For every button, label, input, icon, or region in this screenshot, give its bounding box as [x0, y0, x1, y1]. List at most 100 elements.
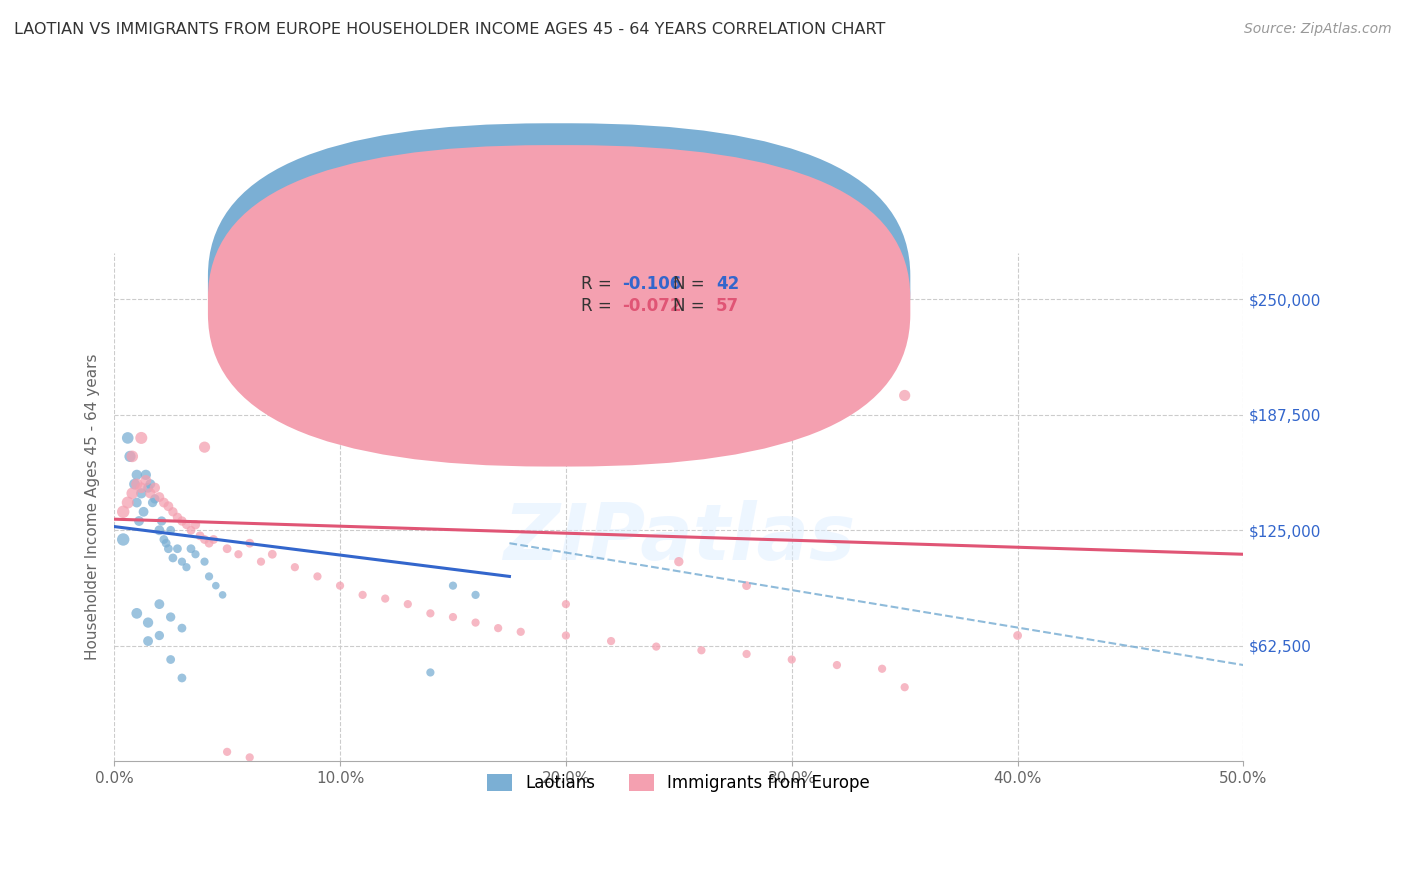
Point [153, 533, 176, 547]
Point [780, 652, 803, 666]
Point [184, 517, 207, 532]
Point [668, 555, 690, 569]
Point [184, 547, 207, 561]
Point [166, 541, 188, 556]
Point [554, 628, 576, 642]
Point [205, 579, 228, 593]
Point [162, 551, 184, 566]
Point [125, 477, 148, 491]
Point [170, 671, 193, 685]
Point [1007, 628, 1029, 642]
Point [135, 474, 157, 488]
Text: -0.106: -0.106 [623, 276, 682, 293]
Point [128, 514, 150, 528]
Text: ZIPatlas: ZIPatlas [503, 500, 855, 575]
Point [148, 628, 170, 642]
Point [136, 634, 159, 648]
Point [893, 680, 915, 694]
Text: N =: N = [673, 276, 710, 293]
Point [180, 523, 202, 537]
Point [735, 579, 758, 593]
Point [713, 376, 735, 390]
Point [132, 505, 155, 519]
FancyBboxPatch shape [526, 266, 786, 326]
Point [352, 588, 374, 602]
Point [284, 560, 307, 574]
Point [202, 533, 225, 547]
Point [239, 750, 262, 764]
Point [129, 486, 152, 500]
Point [121, 450, 143, 464]
Point [441, 579, 464, 593]
Text: R =: R = [581, 276, 617, 293]
Point [112, 533, 135, 547]
Point [159, 610, 181, 624]
Point [139, 477, 162, 491]
Point [645, 640, 668, 654]
Point [118, 450, 141, 464]
Point [170, 555, 193, 569]
Point [125, 495, 148, 509]
Point [554, 597, 576, 611]
Point [509, 624, 531, 639]
Point [262, 547, 284, 561]
Y-axis label: Householder Income Ages 45 - 64 years: Householder Income Ages 45 - 64 years [86, 354, 100, 660]
Point [143, 491, 166, 506]
Point [155, 536, 177, 550]
Point [198, 536, 221, 550]
Point [441, 610, 464, 624]
Point [112, 505, 135, 519]
Text: 42: 42 [716, 276, 740, 293]
Point [228, 547, 250, 561]
Text: LAOTIAN VS IMMIGRANTS FROM EUROPE HOUSEHOLDER INCOME AGES 45 - 64 YEARS CORRELAT: LAOTIAN VS IMMIGRANTS FROM EUROPE HOUSEH… [14, 22, 886, 37]
Point [124, 477, 146, 491]
Point [193, 440, 215, 454]
Point [159, 523, 181, 537]
Text: -0.072: -0.072 [623, 297, 682, 315]
Point [143, 481, 166, 495]
Point [211, 588, 233, 602]
Text: Source: ZipAtlas.com: Source: ZipAtlas.com [1244, 22, 1392, 37]
Point [135, 467, 157, 482]
Point [180, 541, 202, 556]
Point [188, 529, 211, 543]
Point [136, 481, 159, 495]
Point [166, 510, 188, 524]
Point [129, 481, 152, 495]
Point [825, 658, 848, 673]
Point [170, 621, 193, 635]
Point [893, 388, 915, 402]
Point [198, 569, 221, 583]
Text: N =: N = [673, 297, 710, 315]
Point [117, 431, 139, 445]
Point [136, 615, 159, 630]
Point [157, 500, 180, 514]
Point [150, 514, 173, 528]
Point [139, 486, 162, 500]
Point [690, 643, 713, 657]
Point [170, 514, 193, 528]
Legend: Laotians, Immigrants from Europe: Laotians, Immigrants from Europe [481, 767, 877, 798]
Point [121, 486, 143, 500]
Point [142, 495, 165, 509]
Point [176, 560, 198, 574]
Point [217, 541, 239, 556]
Point [157, 541, 180, 556]
Point [396, 597, 419, 611]
FancyBboxPatch shape [208, 123, 910, 445]
Point [176, 517, 198, 532]
Point [153, 495, 176, 509]
Point [129, 431, 152, 445]
Point [509, 348, 531, 362]
Point [159, 652, 181, 666]
Point [374, 591, 396, 606]
Point [239, 536, 262, 550]
Point [307, 569, 329, 583]
Point [464, 615, 486, 630]
Point [486, 621, 509, 635]
Text: 57: 57 [716, 297, 740, 315]
Point [329, 579, 352, 593]
Point [125, 467, 148, 482]
Point [162, 505, 184, 519]
Point [870, 662, 893, 676]
